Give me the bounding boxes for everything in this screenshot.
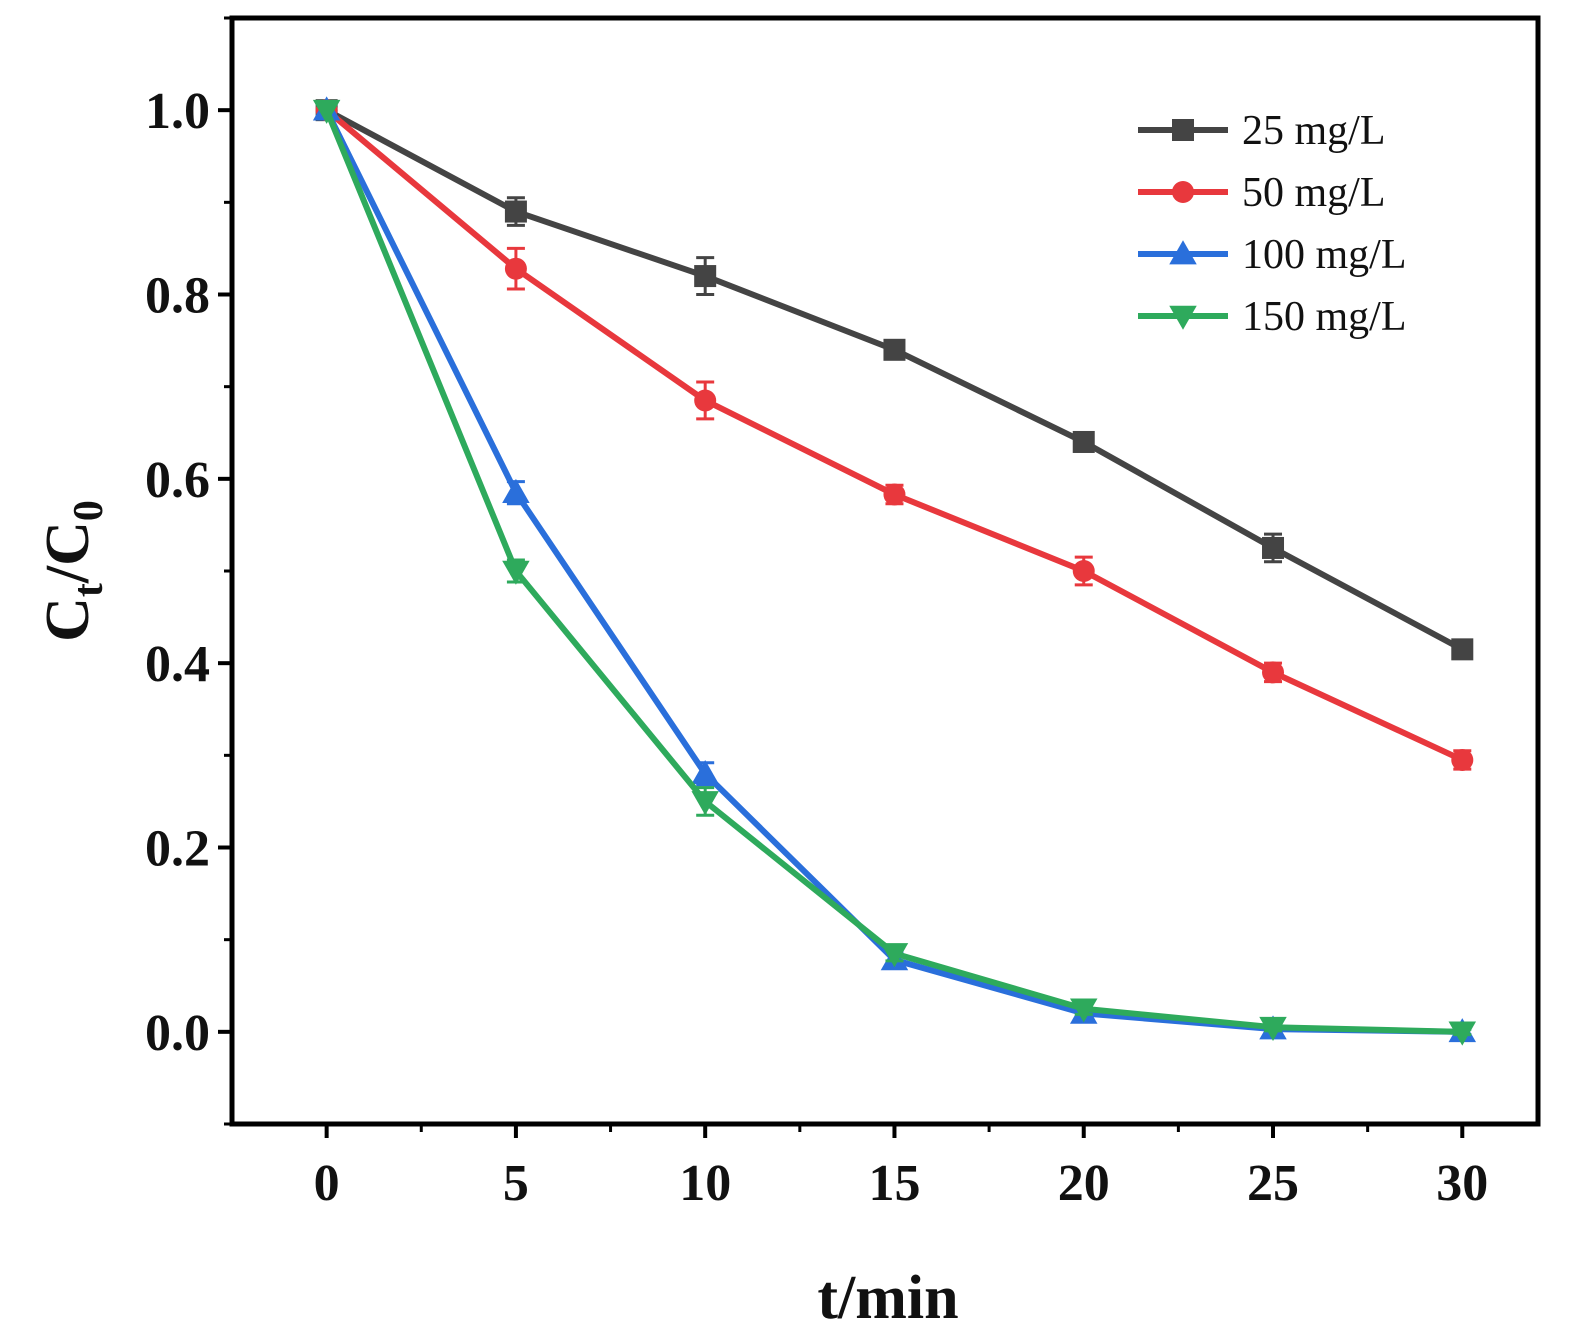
legend-label: 25 mg/L	[1242, 108, 1386, 154]
data-point	[1259, 1016, 1287, 1041]
data-point	[1448, 1021, 1477, 1046]
x-tick-label: 5	[503, 1155, 529, 1212]
y-tick-label: 0.8	[145, 268, 210, 325]
data-point	[691, 760, 719, 785]
data-point	[1262, 536, 1285, 559]
data-point	[1451, 638, 1474, 661]
data-point	[504, 257, 527, 280]
legend-marker	[1172, 119, 1194, 141]
legend-label: 150 mg/L	[1242, 294, 1407, 340]
y-tick-label: 1.0	[145, 83, 210, 140]
y-axis-title-slash: /C	[34, 521, 102, 584]
y-axis-title-sub-0: 0	[66, 500, 112, 521]
data-point	[504, 200, 527, 223]
x-axis-title: t/min	[817, 1264, 958, 1332]
data-point	[1262, 661, 1285, 684]
legend-marker	[1172, 181, 1194, 203]
data-point	[1072, 430, 1095, 453]
data-point	[312, 99, 341, 124]
series-1	[315, 99, 1474, 661]
data-point	[502, 560, 530, 585]
x-tick-label: 10	[679, 1155, 731, 1212]
x-tick-label: 20	[1058, 1155, 1110, 1212]
x-tick-label: 30	[1436, 1155, 1488, 1212]
series-layer	[312, 96, 1477, 1046]
data-point	[880, 943, 909, 968]
x-tick-label: 25	[1247, 1155, 1299, 1212]
data-point	[1451, 748, 1474, 771]
legend-marker	[1169, 240, 1197, 265]
x-tick-label: 0	[314, 1155, 340, 1212]
data-point	[694, 265, 717, 288]
data-point	[883, 338, 906, 361]
data-point	[883, 483, 906, 506]
y-axis-title-sub-t: t	[66, 583, 112, 597]
data-point	[691, 791, 719, 816]
y-tick-label: 0.4	[145, 636, 210, 693]
series-4	[312, 99, 1477, 1046]
y-axis-title: Ct/C0	[34, 500, 112, 642]
legend-marker	[1169, 305, 1197, 330]
x-tick-label: 15	[868, 1155, 920, 1212]
data-point	[1072, 560, 1095, 582]
series-2	[315, 99, 1474, 771]
y-tick-label: 0.2	[145, 821, 210, 878]
y-axis-title-main: C	[34, 597, 102, 642]
legend-label: 50 mg/L	[1242, 170, 1386, 216]
y-tick-label: 0.6	[145, 452, 210, 509]
data-point	[1069, 998, 1098, 1023]
legend: 25 mg/L 50 mg/L 100 mg/L 150 mg/L	[1138, 108, 1407, 340]
data-point	[694, 389, 717, 412]
data-point	[502, 478, 530, 503]
axes-layer: 0 5 10 15 20 25 30 0.0 0.2 0.4 0.6 0.8 1.0	[145, 16, 1488, 1212]
y-tick-label: 0.0	[145, 1005, 210, 1062]
legend-label: 100 mg/L	[1242, 232, 1407, 278]
